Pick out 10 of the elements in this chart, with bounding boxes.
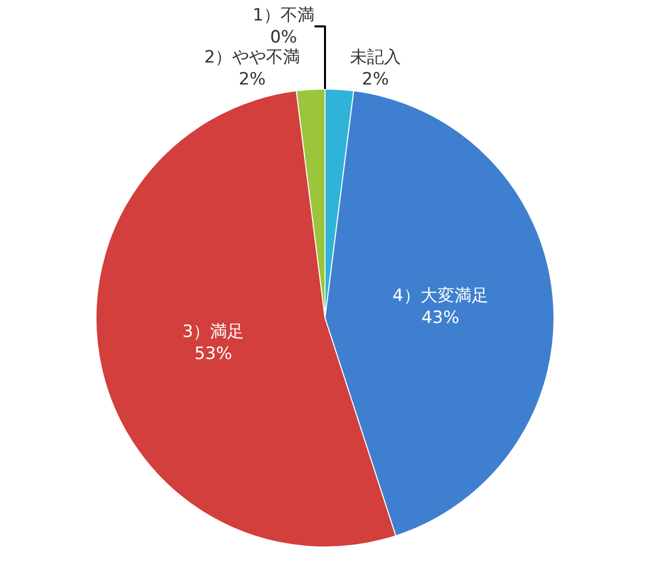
- data-label: 53%: [194, 344, 232, 364]
- text: 0%: [270, 27, 298, 48]
- slice-label: 3）満足: [182, 322, 244, 342]
- slice-label: 4）大変満足: [392, 286, 488, 306]
- slice-label: 未記入: [350, 47, 401, 68]
- data-label: 2%: [238, 70, 266, 90]
- data-label: 2%: [362, 70, 389, 90]
- slice-label: 2）やや不満: [204, 47, 300, 68]
- data-label: 43%: [421, 308, 460, 328]
- category-label: 1）不満: [252, 5, 314, 26]
